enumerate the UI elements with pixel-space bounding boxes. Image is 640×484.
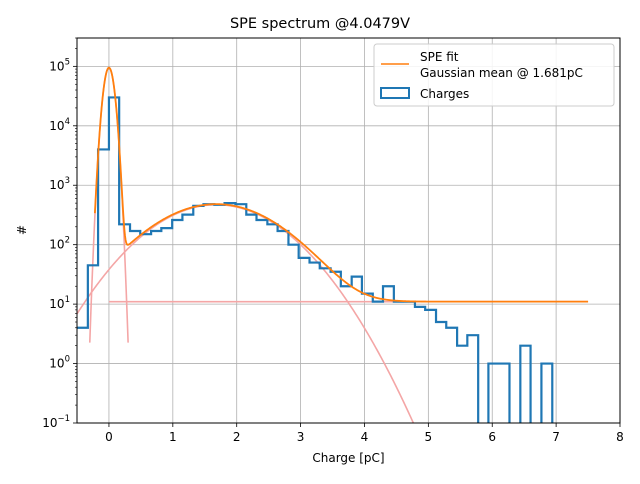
plot-frame (76, 37, 621, 424)
y-tick-label: 10−1 (42, 414, 70, 430)
chart-title: SPE spectrum @4.0479V (230, 16, 410, 32)
y-tick-label: 104 (49, 117, 70, 133)
plot-series (77, 66, 589, 423)
x-tick-label: 0 (105, 430, 113, 444)
x-tick-label: 5 (425, 430, 433, 444)
charges-histogram (77, 96, 554, 423)
y-tick-label: 102 (49, 236, 70, 252)
legend-box (373, 43, 615, 107)
legend-hist-swatch (380, 87, 410, 99)
x-tick-label: 6 (488, 430, 496, 444)
y-tick-label: 101 (49, 295, 70, 311)
x-tick-label: 1 (169, 430, 177, 444)
y-axis-label: # (15, 225, 29, 235)
legend-fit-label-line1: SPE fit (420, 50, 459, 64)
x-tick-label: 8 (616, 430, 624, 444)
y-tick-label: 100 (49, 355, 70, 371)
x-tick-label: 4 (361, 430, 369, 444)
x-tick-label: 3 (297, 430, 305, 444)
x-tick-label: 7 (552, 430, 560, 444)
x-axis-label: Charge [pC] (312, 451, 384, 465)
y-tick-label: 105 (49, 57, 70, 73)
legend-fit-label-line2: Gaussian mean @ 1.681pC (420, 66, 583, 80)
x-axis: 0 1 2 3 4 5 6 7 8 (105, 423, 624, 444)
y-axis: 10−1 100 101 102 103 104 105 (42, 37, 77, 430)
legend: SPE fit Gaussian mean @ 1.681pC Charges (373, 43, 615, 107)
legend-hist-label: Charges (420, 87, 469, 101)
x-tick-label: 2 (233, 430, 241, 444)
spe-fit-curve (93, 66, 589, 303)
y-tick-label: 103 (49, 176, 70, 192)
